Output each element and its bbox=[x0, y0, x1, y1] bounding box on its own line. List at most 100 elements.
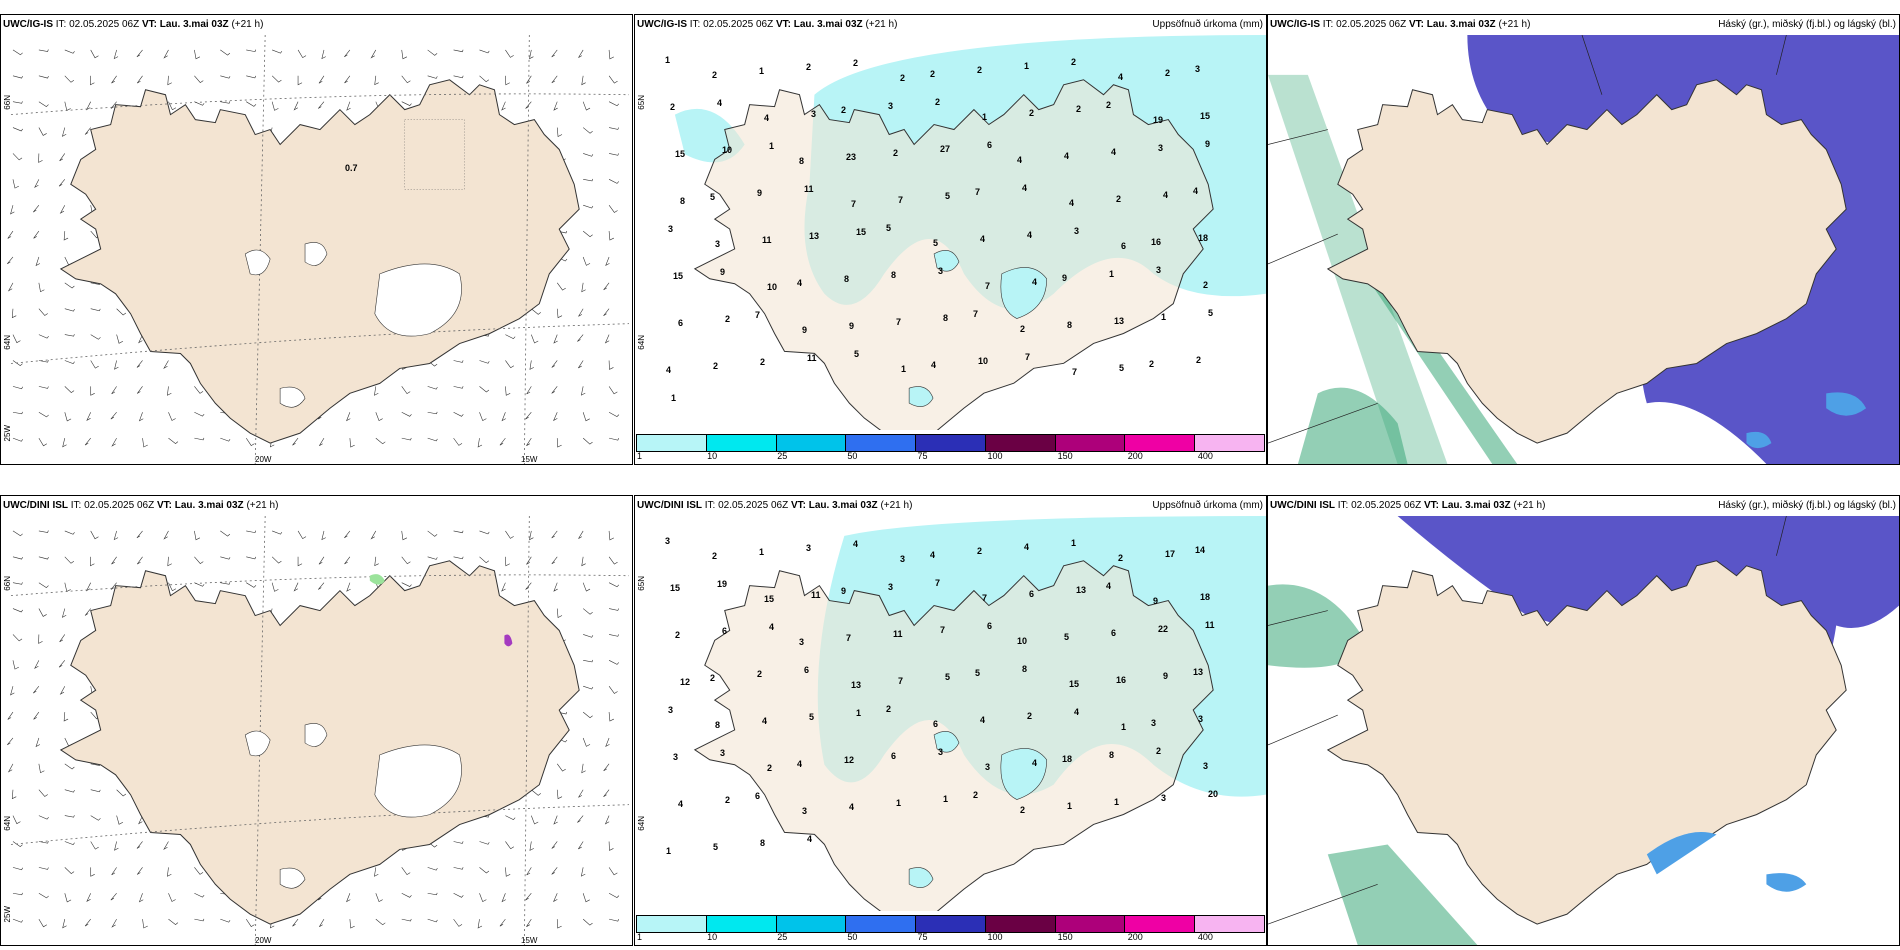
precip-map-panel-bottom: UWC/DINI ISL IT: 02.05.2025 06Z VT: Lau.… bbox=[634, 495, 1267, 946]
precip-value-label: 11 bbox=[807, 353, 817, 363]
precip-value-label: 2 bbox=[977, 546, 983, 556]
precip-value-label: 5 bbox=[945, 672, 951, 682]
wind-barb bbox=[583, 153, 594, 157]
wind-barb bbox=[194, 918, 205, 922]
precip-value-label: 22 bbox=[1158, 624, 1169, 634]
wind-barb bbox=[90, 556, 95, 567]
wind-barb bbox=[453, 918, 463, 927]
wind-barb bbox=[401, 530, 408, 541]
map-area[interactable] bbox=[635, 35, 1266, 430]
wind-barb bbox=[220, 49, 231, 56]
wind-barb bbox=[581, 763, 586, 774]
precip-value-label: 16 bbox=[1151, 237, 1162, 247]
precip-value-label: 8 bbox=[844, 274, 850, 284]
wind-barb bbox=[11, 789, 17, 800]
precip-value-label: 5 bbox=[1119, 363, 1125, 373]
wind-barb bbox=[605, 737, 610, 747]
precip-value-label: 13 bbox=[809, 231, 820, 241]
wind-barb bbox=[110, 893, 117, 901]
wind-barb bbox=[505, 334, 516, 340]
precip-value-label: 6 bbox=[804, 665, 810, 675]
map-area[interactable] bbox=[1, 516, 632, 945]
wind-barb bbox=[137, 556, 143, 565]
precip-value-label: 3 bbox=[1151, 718, 1157, 728]
vt-label: VT: Lau. 3.mai 03Z bbox=[790, 500, 878, 511]
model-name: UWC/DINI ISL bbox=[1270, 500, 1335, 511]
wind-barb bbox=[38, 763, 45, 774]
wind-barb bbox=[344, 49, 351, 58]
precip-value-label: 2 bbox=[1020, 805, 1026, 815]
wind-barb bbox=[12, 179, 19, 189]
wind-barb bbox=[526, 75, 532, 84]
wind-barb bbox=[583, 685, 594, 690]
precip-value-label: 7 bbox=[851, 199, 857, 209]
wind-barb bbox=[38, 608, 47, 617]
wind-barb bbox=[38, 556, 49, 560]
it-value: 02.05.2025 06Z bbox=[84, 500, 155, 511]
precip-value-label: 7 bbox=[1025, 352, 1031, 362]
precip-value-label: 27 bbox=[940, 144, 951, 154]
wind-barb bbox=[194, 867, 204, 875]
legend-tick: 200 bbox=[1127, 932, 1143, 942]
wind-barb bbox=[479, 867, 490, 874]
legend-swatch bbox=[776, 435, 847, 451]
wind-barb bbox=[12, 918, 23, 923]
legend-tick: 25 bbox=[777, 932, 788, 942]
precip-value-label: 8 bbox=[715, 720, 721, 730]
wind-barb bbox=[525, 582, 532, 590]
iceland-landmass bbox=[1326, 560, 1847, 925]
iceland-wind-map bbox=[7, 35, 630, 464]
precip-value-label: 18 bbox=[1062, 754, 1073, 764]
precip-value-label: 3 bbox=[811, 109, 817, 119]
wind-barb bbox=[33, 711, 40, 720]
lat-label: 25W bbox=[3, 425, 12, 442]
map-area[interactable] bbox=[1268, 35, 1899, 464]
map-area[interactable] bbox=[1268, 516, 1899, 945]
wind-barb bbox=[12, 437, 23, 442]
map-area[interactable] bbox=[635, 516, 1266, 911]
wind-barb bbox=[321, 49, 326, 60]
precip-value-label: 13 bbox=[1076, 585, 1087, 595]
wind-barb bbox=[349, 919, 355, 929]
wind-barb bbox=[608, 867, 618, 876]
precip-value-label: 11 bbox=[811, 590, 821, 600]
precip-value-label: 4 bbox=[1111, 147, 1117, 157]
precip-value-label: 1 bbox=[1114, 797, 1120, 807]
wind-barb bbox=[38, 334, 49, 339]
precip-value-label: 19 bbox=[717, 579, 728, 589]
lon-label: 15W bbox=[521, 936, 538, 945]
wind-barb bbox=[64, 334, 75, 337]
precip-value-label: 8 bbox=[943, 313, 949, 323]
wind-barb bbox=[525, 893, 532, 901]
precip-value-label: 15 bbox=[856, 227, 867, 237]
precip-value-label: 4 bbox=[1017, 155, 1023, 165]
precip-value-label: 2 bbox=[1027, 711, 1033, 721]
it-label: IT: bbox=[1337, 500, 1349, 511]
wind-barb bbox=[116, 334, 124, 344]
precip-value-label: 2 bbox=[973, 790, 979, 800]
vt-label: VT: Lau. 3.mai 03Z bbox=[1423, 500, 1511, 511]
wind-barb bbox=[531, 815, 539, 825]
wind-barb bbox=[321, 530, 326, 541]
wind-barb bbox=[7, 711, 14, 720]
precip-value-label: 3 bbox=[888, 582, 894, 592]
wind-barb bbox=[582, 412, 590, 422]
wind-barb bbox=[427, 556, 438, 560]
precip-value-label: 2 bbox=[841, 105, 847, 115]
precip-value-label: 1 bbox=[1067, 801, 1073, 811]
wind-barb bbox=[583, 634, 594, 638]
precip-value-label: 8 bbox=[799, 156, 805, 166]
wind-barb bbox=[90, 386, 95, 396]
wind-barb bbox=[525, 412, 532, 420]
model-name: UWC/IG-IS bbox=[3, 19, 53, 30]
wind-barb bbox=[297, 530, 307, 540]
wind-barb bbox=[526, 556, 532, 565]
wind-barb bbox=[110, 582, 117, 590]
precip-value-label: 3 bbox=[985, 762, 991, 772]
precip-value-label: 4 bbox=[764, 113, 770, 123]
wind-barb bbox=[608, 49, 614, 60]
precip-value-label: 2 bbox=[1203, 280, 1209, 290]
wind-barb bbox=[62, 919, 67, 929]
wind-barb bbox=[453, 386, 464, 389]
map-area[interactable] bbox=[1, 35, 632, 464]
